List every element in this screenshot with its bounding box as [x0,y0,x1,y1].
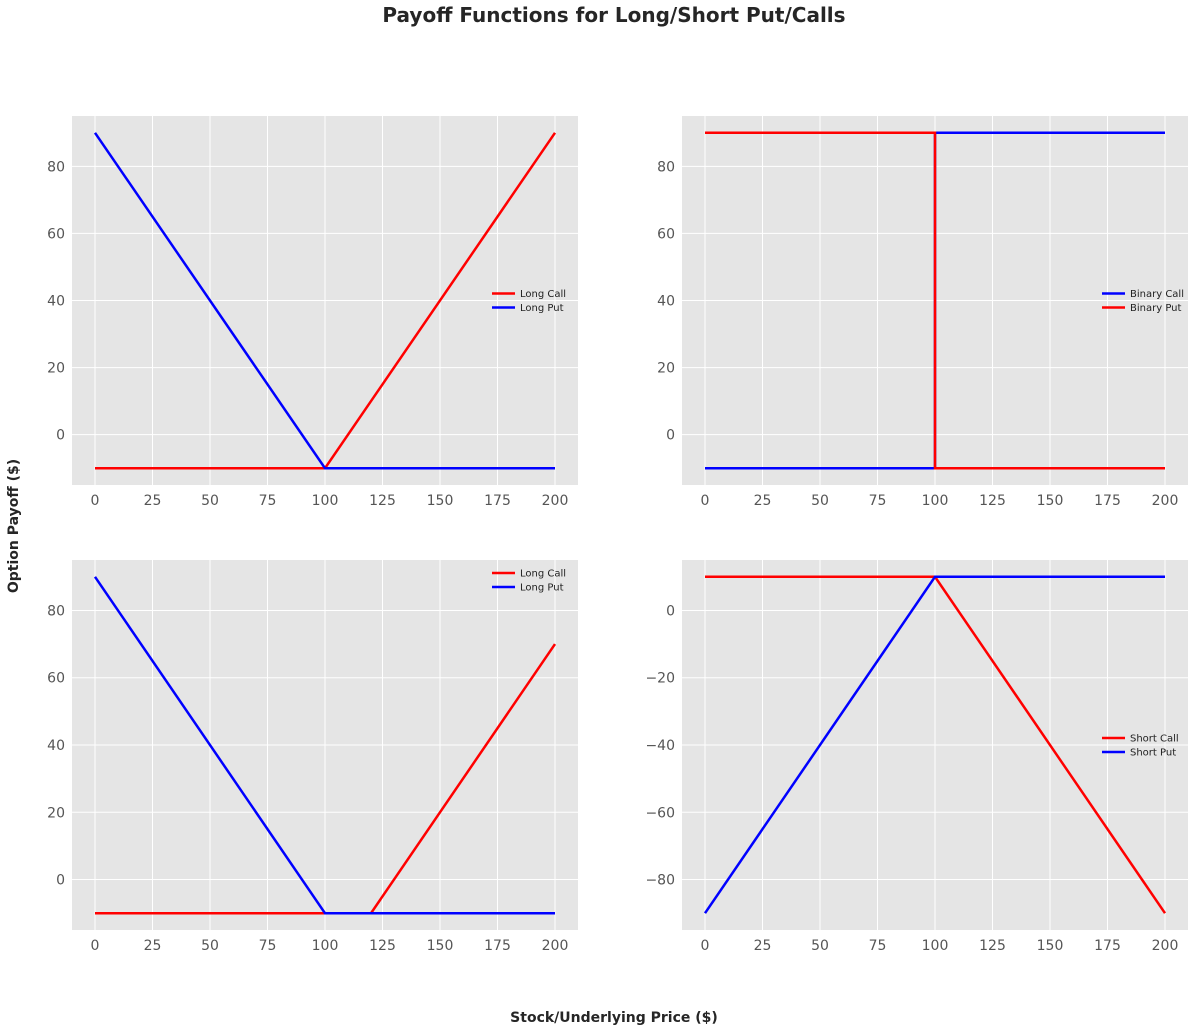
y-tick-label: 40 [47,294,65,310]
x-tick-label: 100 [922,938,949,954]
x-tick-label: 100 [922,493,949,509]
series-line-binary-put [705,131,1165,470]
x-tick-label: 150 [1037,493,1064,509]
legend: Long Call Long Put [492,289,566,314]
y-tick-label: −60 [645,805,675,821]
y-tick-label: 80 [47,159,65,175]
x-tick-label: 100 [312,493,339,509]
x-axis-label: Stock/Underlying Price ($) [510,1010,718,1026]
x-tick-label: 150 [427,493,454,509]
x-tick-label: 75 [869,493,887,509]
y-tick-label: 0 [56,428,65,444]
legend: Short Call Short Put [1102,734,1179,759]
series-line-long-put [93,132,555,470]
x-tick-label: 175 [1094,938,1121,954]
x-tick-label: 200 [542,938,569,954]
y-axis-label: Option Payoff ($) [6,459,22,593]
x-tick-label: 50 [201,938,219,954]
x-tick-label: 175 [484,938,511,954]
series-line-long-put [93,576,555,915]
x-tick-label: 75 [259,938,277,954]
x-tick-label: 125 [369,938,396,954]
y-tick-label: 40 [657,294,675,310]
y-tick-label: −80 [645,873,675,889]
y-tick-label: 20 [47,805,65,821]
y-tick-label: 80 [657,159,675,175]
x-tick-label: 150 [427,938,454,954]
x-tick-label: 175 [484,493,511,509]
legend-label: Short Put [1130,748,1176,759]
y-tick-label: 20 [47,361,65,377]
x-tick-label: 125 [979,938,1006,954]
y-tick-label: −40 [645,738,675,754]
legend-label: Binary Put [1130,303,1182,314]
x-tick-label: 125 [369,493,396,509]
legend-label: Binary Call [1130,289,1184,300]
x-tick-label: 200 [1152,938,1179,954]
legend-label: Long Put [520,303,564,314]
x-tick-label: 75 [869,938,887,954]
subplot-2: 0 25 50 75 100 125 150 175 200 0 20 40 60 80 Binary Ca… [657,116,1188,509]
figure-title: Payoff Functions for Long/Short Put/Call… [382,3,845,27]
legend: Binary Call Binary Put [1102,289,1184,314]
y-tick-label: 80 [47,603,65,619]
legend-label: Short Call [1130,734,1179,745]
x-tick-label: 0 [701,493,710,509]
x-tick-label: 75 [259,493,277,509]
y-tick-label: 40 [47,738,65,754]
y-tick-label: 0 [666,428,675,444]
subplot-3: 0 25 50 75 100 125 150 175 200 0 20 40 60 80 Long Call… [47,560,578,954]
x-tick-label: 150 [1037,938,1064,954]
x-tick-label: 125 [979,493,1006,509]
subplot-1: 0 25 50 75 100 125 150 175 200 0 20 40 60 80 Long Call… [47,116,578,509]
x-tick-label: 0 [91,493,100,509]
x-tick-label: 25 [754,493,772,509]
x-tick-label: 200 [542,493,569,509]
subplot-4: 0 25 50 75 100 125 150 175 200 −80 −60 −40 −20 0 Short… [645,560,1188,954]
legend-label: Long Call [520,569,566,580]
y-tick-label: 60 [47,671,65,687]
legend-label: Long Call [520,289,566,300]
x-tick-label: 100 [312,938,339,954]
y-tick-label: −20 [645,671,675,687]
x-tick-label: 50 [811,493,829,509]
y-tick-label: 60 [47,226,65,242]
y-tick-label: 0 [666,603,675,619]
x-tick-label: 25 [144,938,162,954]
legend: Long Call Long Put [492,569,566,594]
x-tick-label: 25 [144,493,162,509]
y-tick-label: 20 [657,361,675,377]
x-tick-label: 50 [811,938,829,954]
x-tick-label: 200 [1152,493,1179,509]
series-line-short-put [703,575,1165,914]
y-tick-label: 60 [657,226,675,242]
x-tick-label: 0 [701,938,710,954]
x-tick-label: 50 [201,493,219,509]
x-tick-label: 0 [91,938,100,954]
x-tick-label: 25 [754,938,772,954]
x-tick-label: 175 [1094,493,1121,509]
legend-label: Long Put [520,583,564,594]
y-tick-label: 0 [56,873,65,889]
